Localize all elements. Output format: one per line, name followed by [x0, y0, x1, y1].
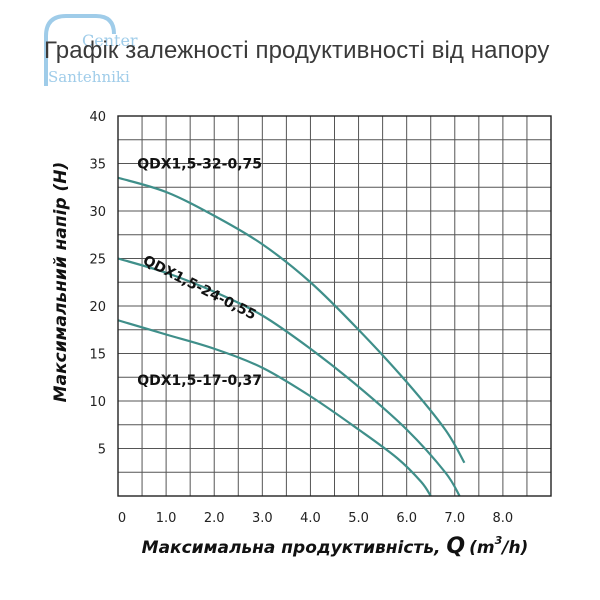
- x-tick-label: 3.0: [252, 511, 273, 526]
- y-axis-ticks: 5 10 15 20 25 30 35 40: [89, 110, 106, 458]
- series-label: QDX1,5-32-0,75: [137, 156, 262, 172]
- watermark-text-1: Center: [82, 31, 138, 50]
- series-curve: [117, 176, 466, 464]
- y-tick-label: 40: [89, 110, 106, 125]
- x-tick-label: 7.0: [444, 511, 465, 526]
- watermark-logo: Center Santehniki: [44, 14, 138, 86]
- x-tick-label: 1.0: [156, 511, 177, 526]
- y-tick-label: 20: [89, 300, 106, 315]
- series-curve: [117, 257, 461, 497]
- x-axis-title-unit-end: /h): [500, 538, 528, 558]
- x-axis-ticks: 0 1.0 2.0 3.0 4.0 5.0 6.0 7.0 8.0: [118, 511, 513, 526]
- chart-curves: [117, 176, 466, 497]
- x-axis-title: Максимальна продуктивність, Q (m3/h): [142, 534, 529, 559]
- y-tick-label: 5: [98, 443, 106, 458]
- y-tick-label: 30: [89, 205, 106, 220]
- x-tick-label: 0: [118, 511, 126, 526]
- x-axis-title-unit: (m: [469, 538, 494, 558]
- x-axis-title-sup: 3: [495, 534, 503, 547]
- series-label: QDX1,5-17-0,37: [137, 373, 262, 389]
- plot-frame: [117, 115, 552, 497]
- y-tick-label: 15: [89, 348, 106, 363]
- x-axis-title-symbol: Q: [446, 534, 465, 559]
- series-curve: [117, 319, 432, 497]
- x-tick-label: 4.0: [300, 511, 321, 526]
- x-axis-title-main: Максимальна продуктивність,: [142, 538, 447, 558]
- y-tick-label: 25: [89, 253, 106, 268]
- chart-grid: [118, 116, 551, 496]
- watermark-text-2: Santehniki: [48, 68, 130, 86]
- series-label: QDX1,5-24-0,55: [140, 253, 258, 324]
- shower-icon: [44, 14, 116, 86]
- plot-border: [117, 115, 552, 497]
- y-tick-label: 35: [89, 158, 106, 173]
- x-tick-label: 5.0: [348, 511, 369, 526]
- page-title: Графік залежності продуктивності від нап…: [44, 37, 550, 64]
- y-tick-label: 10: [89, 395, 106, 410]
- x-tick-label: 8.0: [493, 511, 514, 526]
- x-tick-label: 6.0: [396, 511, 417, 526]
- y-axis-title: Максимальний напір (Н): [51, 162, 71, 403]
- x-tick-label: 2.0: [204, 511, 225, 526]
